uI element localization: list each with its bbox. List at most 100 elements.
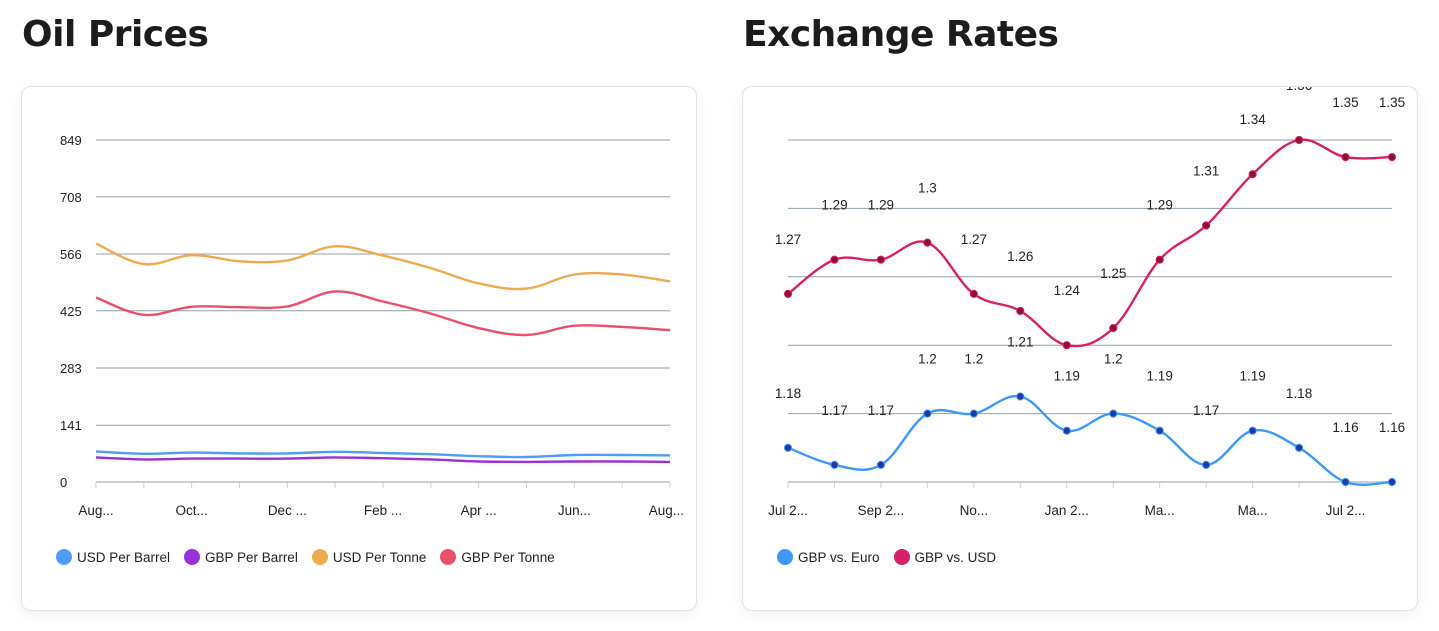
data-point[interactable] [1062,426,1071,435]
exchange-rates-legend: GBP vs. Euro GBP vs. USD [777,549,1010,565]
data-point[interactable] [1202,221,1211,230]
data-label: 1.24 [1054,283,1081,298]
x-tick-label: Oct... [176,503,208,518]
data-point[interactable] [1016,392,1025,401]
y-tick-label: 425 [60,304,82,319]
y-tick-label: 283 [60,361,82,376]
data-point[interactable] [1109,324,1118,333]
series-line [787,395,1393,486]
data-point[interactable] [1016,306,1025,316]
data-label: 1.35 [1332,95,1358,110]
data-point[interactable] [876,460,886,469]
data-point[interactable] [830,255,839,264]
data-point[interactable] [1109,409,1118,418]
legend-item[interactable]: GBP Per Barrel [184,549,298,565]
y-tick-label: 849 [60,133,82,148]
data-label: 1.27 [961,232,987,247]
data-label: 1.27 [775,232,801,247]
data-point[interactable] [1294,443,1304,452]
data-label: 1.2 [918,352,937,367]
legend-label: GBP Per Tonne [461,549,555,565]
x-tick-label: Aug... [78,503,113,518]
data-label: 1.2 [964,352,983,367]
data-label: 1.26 [1007,249,1033,264]
data-point[interactable] [876,255,886,264]
legend-item[interactable]: GBP Per Tonne [440,549,555,565]
data-label: 1.35 [1379,95,1405,110]
y-tick-label: 0 [60,475,67,490]
data-label: 1.17 [1193,403,1219,418]
data-label: 1.19 [1239,369,1265,384]
legend-item[interactable]: USD Per Tonne [311,549,427,565]
data-point[interactable] [923,409,932,418]
x-tick-label: Dec ... [268,503,307,518]
data-point[interactable] [830,460,839,469]
legend-swatch [893,549,910,565]
legend-item[interactable]: USD Per Barrel [56,549,170,565]
x-tick-label: Jul 2... [768,503,808,518]
y-tick-label: 141 [60,418,82,433]
legend-swatch [184,549,201,565]
exchange-rates-chart: Jul 2... Sep 2... No... Jan 2... Ma... Ma... J… [768,87,1405,518]
legend-swatch [311,549,328,565]
oil-prices-title: Oil Prices [22,14,209,55]
data-point[interactable] [1341,153,1350,162]
series-line [95,456,671,464]
data-label: 1.17 [821,403,847,418]
x-tick-label: Jul 2... [1326,503,1366,518]
data-point[interactable] [1062,341,1071,350]
data-label: 1.25 [1100,266,1126,281]
legend-item[interactable]: GBP vs. USD [893,549,997,565]
data-label: 1.17 [868,403,894,418]
legend-label: GBP vs. USD [914,549,997,565]
data-label: 1.31 [1193,164,1219,179]
x-tick-label: Jan 2... [1045,503,1089,518]
x-tick-label: Ma... [1145,503,1175,518]
x-tick-label: No... [960,503,989,518]
data-point[interactable] [1294,135,1304,145]
data-point[interactable] [1155,426,1164,435]
series-line [95,290,671,337]
x-tick-label: Apr ... [461,503,497,518]
data-point[interactable] [783,443,793,452]
data-point[interactable] [969,289,978,298]
data-point[interactable] [1155,255,1164,264]
data-label: 1.2 [1104,352,1123,367]
data-label: 1.19 [1054,369,1080,384]
series-line [95,242,671,291]
legend-swatch [440,549,457,565]
data-point[interactable] [1387,477,1397,487]
x-tick-label: Jun... [558,503,591,518]
oil-prices-legend: USD Per Barrel GBP Per Barrel USD Per Tonn… [56,549,569,565]
data-label: 1.19 [1147,369,1173,384]
data-point[interactable] [783,289,793,298]
data-label: 1.29 [821,198,847,213]
oil-prices-chart: 0 141 283 425 566 708 849 Aug... Oct... Dec ... Fe… [60,133,684,518]
data-point[interactable] [923,238,932,247]
y-tick-label: 566 [60,247,82,262]
x-tick-label: Feb ... [364,503,402,518]
legend-swatch [56,549,72,565]
x-tick-label: Sep 2... [858,503,905,518]
y-tick-label: 708 [60,190,82,205]
data-label: 1.18 [1286,386,1312,401]
legend-swatch [777,549,793,565]
exchange-rates-title: Exchange Rates [743,14,1059,55]
legend-label: GBP Per Barrel [205,549,298,565]
data-point[interactable] [1248,170,1257,179]
legend-label: USD Per Tonne [332,549,427,565]
data-point[interactable] [969,409,978,418]
data-label: 1.21 [1007,335,1033,350]
legend-item[interactable]: GBP vs. Euro [777,549,880,565]
data-label: 1.16 [1332,420,1358,435]
exchange-rates-card: Jul 2... Sep 2... No... Jan 2... Ma... Ma... J… [742,86,1418,611]
data-label: 1.18 [775,386,801,401]
series-line [95,450,671,459]
legend-label: USD Per Barrel [77,549,171,565]
data-point[interactable] [1387,153,1397,162]
data-point[interactable] [1202,460,1211,469]
data-point[interactable] [1341,477,1350,487]
legend-label: GBP vs. Euro [798,549,880,565]
data-label: 1.36 [1286,87,1312,93]
data-point[interactable] [1248,426,1257,435]
